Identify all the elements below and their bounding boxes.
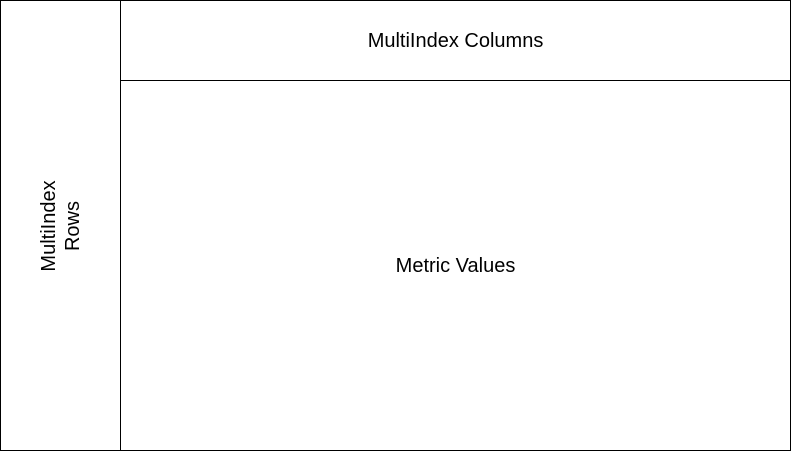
rows-label-line-2: Rows: [61, 200, 84, 251]
multiindex-columns-box: MultiIndex Columns: [120, 0, 791, 81]
multiindex-rows-label: MultiIndex Rows: [37, 180, 85, 271]
multiindex-columns-label: MultiIndex Columns: [367, 29, 544, 52]
multiindex-rows-box: MultiIndex Rows: [0, 0, 121, 451]
metric-values-label: Metric Values: [395, 254, 516, 277]
metric-values-box: Metric Values: [120, 80, 791, 451]
rows-label-line-1: MultiIndex: [37, 179, 60, 272]
